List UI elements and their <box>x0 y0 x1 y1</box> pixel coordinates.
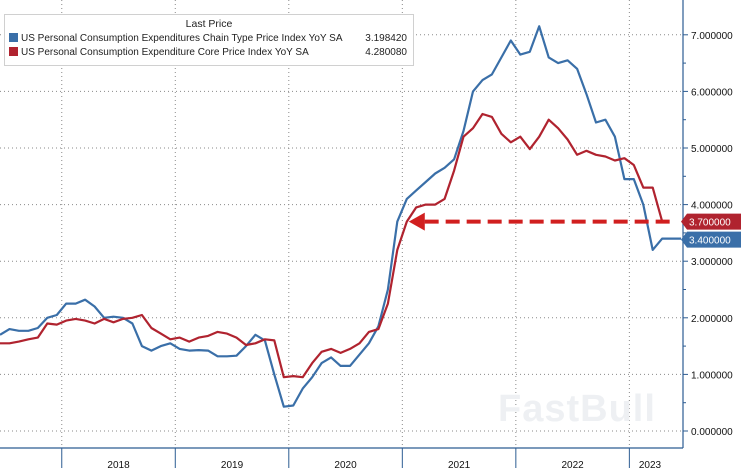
watermark: FastBull <box>498 388 656 430</box>
legend-item-headline-pce: US Personal Consumption Expenditures Cha… <box>9 32 407 45</box>
last-value-flag-headline: 3.400000 <box>681 231 741 248</box>
legend: Last Price US Personal Consumption Expen… <box>4 14 414 66</box>
x-tick-label: 2022 <box>561 460 584 470</box>
x-tick-label: 2023 <box>639 460 662 470</box>
legend-label: US Personal Consumption Expenditure Core… <box>21 47 309 58</box>
legend-title: Last Price <box>185 18 233 30</box>
series-line-headline-pce <box>0 25 682 408</box>
legend-value: 3.198420 <box>365 33 407 44</box>
series-line-core-pce <box>0 112 664 379</box>
x-tick-label: 2020 <box>334 460 357 470</box>
flag-shape <box>681 213 741 230</box>
legend-swatch-blue <box>9 33 18 42</box>
annotation-arrowhead <box>408 212 425 231</box>
last-value-flag-core: 3.700000 <box>681 213 741 230</box>
y-tick-label: 2.000000 <box>691 314 733 325</box>
x-tick-label: 2021 <box>448 460 471 470</box>
flag-label: 3.400000 <box>689 236 731 247</box>
x-tick-label: 2018 <box>107 460 130 470</box>
legend-label: US Personal Consumption Expenditures Cha… <box>21 33 343 44</box>
y-tick-label: 7.000000 <box>691 31 733 42</box>
x-tick-label: 2019 <box>221 460 244 470</box>
legend-item-core-pce: US Personal Consumption Expenditure Core… <box>9 46 407 59</box>
y-tick-label: 1.000000 <box>691 370 733 381</box>
flag-shape <box>681 231 741 248</box>
legend-swatch-red <box>9 47 18 56</box>
y-tick-label: 3.000000 <box>691 257 733 268</box>
legend-value: 4.280080 <box>365 47 407 58</box>
y-tick-label: 4.000000 <box>691 201 733 212</box>
y-tick-label: 5.000000 <box>691 144 733 155</box>
y-tick-label: 6.000000 <box>691 87 733 98</box>
flag-label: 3.700000 <box>689 218 731 229</box>
plot-area <box>0 0 682 448</box>
y-tick-label: 0.000000 <box>691 427 733 438</box>
